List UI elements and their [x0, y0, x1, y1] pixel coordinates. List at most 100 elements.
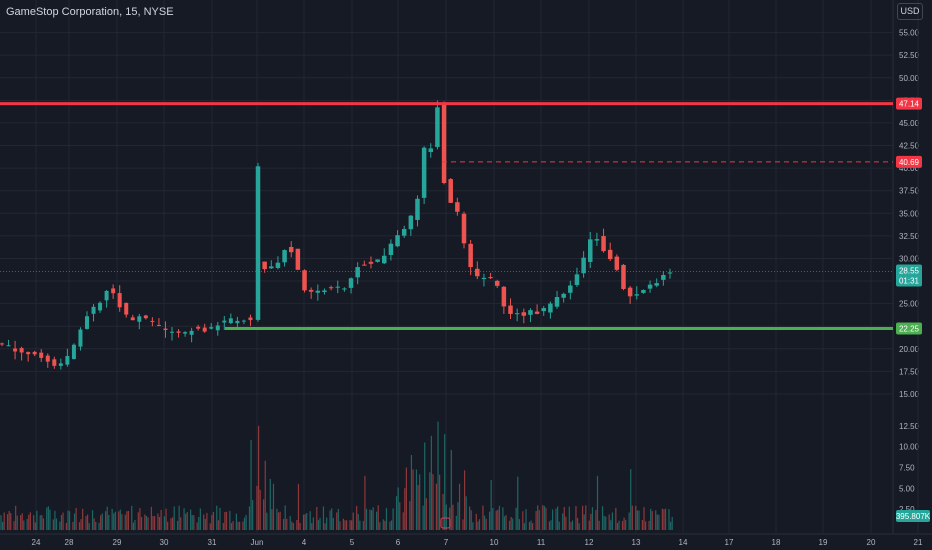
volume-bar — [590, 513, 592, 530]
volume-bar — [370, 510, 373, 530]
volume-bar — [322, 506, 325, 530]
volume-bar — [543, 505, 545, 530]
last-price-tag — [896, 264, 922, 287]
price-label-tag — [896, 155, 922, 168]
volume-bar — [337, 508, 339, 530]
volume-bar — [13, 521, 15, 530]
volume-bar — [615, 507, 617, 530]
volume-bar — [170, 518, 172, 530]
price-tick-label: 37.50 — [899, 187, 920, 196]
volume-bar — [6, 514, 9, 530]
volume-bar — [113, 513, 115, 530]
volume-bar — [324, 523, 326, 530]
volume-bar — [492, 508, 494, 530]
volume-bar — [562, 513, 564, 530]
time-tick-label: 10 — [490, 538, 499, 547]
volume-bar — [42, 518, 45, 530]
volume-bar — [518, 519, 520, 530]
volume-bar — [415, 469, 418, 530]
volume-bar — [502, 507, 504, 530]
volume-bar — [190, 509, 192, 530]
candle-body — [335, 286, 340, 288]
volume-bar — [191, 515, 193, 530]
volume-bar — [291, 521, 293, 530]
volume-bar — [225, 511, 228, 530]
volume-bar — [621, 521, 624, 530]
volume-bar — [583, 514, 585, 530]
candle-body — [189, 330, 194, 335]
volume-bar — [545, 507, 547, 530]
candle-body — [382, 255, 387, 264]
volume-bar — [272, 483, 275, 530]
volume-bar — [80, 519, 82, 530]
volume-bar — [410, 455, 413, 530]
symbol-legend[interactable]: GameStop Corporation, 15, NYSE — [6, 6, 174, 18]
volume-bar — [127, 510, 130, 530]
volume-bar — [185, 513, 187, 530]
volume-bar — [91, 510, 94, 530]
volume-bar — [167, 521, 169, 530]
candle-body — [581, 257, 586, 274]
volume-bar — [250, 440, 252, 530]
candle-body — [348, 278, 354, 288]
candle-body — [494, 280, 500, 286]
volume-bar — [124, 514, 126, 530]
candle-body — [150, 320, 155, 322]
candle-body — [375, 259, 380, 262]
candle-body — [541, 308, 546, 312]
volume-bar — [422, 505, 424, 530]
candle-body — [315, 290, 321, 293]
volume-bar — [377, 505, 379, 530]
price-tick-label: 25.00 — [899, 300, 920, 309]
volume-bar — [409, 501, 411, 530]
time-tick-label: 19 — [819, 538, 828, 547]
candle-body — [621, 264, 626, 289]
volume-bar — [180, 517, 182, 530]
volume-bar — [8, 511, 10, 530]
volume-bar — [650, 508, 652, 530]
volume-bar — [121, 514, 123, 530]
volume-bar — [535, 511, 537, 530]
candle-body — [421, 147, 427, 198]
candle-body — [104, 290, 109, 301]
volume-bar — [252, 500, 254, 530]
volume-bar — [147, 517, 149, 530]
candle-body — [455, 202, 460, 212]
currency-button[interactable]: USD — [897, 3, 923, 20]
volume-bar — [588, 520, 590, 530]
candle-body — [39, 352, 44, 358]
volume-bar — [452, 504, 454, 530]
earnings-marker-icon[interactable] — [440, 517, 451, 529]
volume-bar — [237, 521, 239, 530]
volume-bar — [33, 515, 35, 530]
volume-bar — [245, 514, 247, 530]
price-tick-label: 40.00 — [899, 164, 920, 173]
volume-bar — [630, 469, 632, 530]
volume-bar — [15, 505, 17, 530]
volume-bar — [203, 514, 205, 530]
candle-body — [601, 236, 606, 252]
volume-bar — [384, 520, 386, 530]
volume-bar — [528, 522, 531, 530]
candle-body — [32, 351, 37, 355]
candle-body — [481, 277, 487, 280]
volume-bar — [522, 511, 524, 530]
candle-body — [534, 311, 540, 314]
candle-body — [215, 325, 220, 331]
volume-bar — [178, 505, 180, 530]
candle-body — [355, 267, 360, 278]
time-tick-label: 24 — [32, 538, 41, 547]
volume-bar — [472, 522, 474, 530]
volume-bar — [478, 519, 481, 530]
volume-bar — [242, 521, 244, 530]
candle-body — [52, 359, 57, 366]
candle-body — [521, 312, 527, 316]
volume-bar — [309, 511, 311, 530]
volume-bar — [495, 510, 497, 530]
candle-body — [475, 268, 480, 277]
volume-bar — [256, 485, 258, 530]
candle-body — [222, 320, 227, 323]
volume-bar — [139, 508, 141, 530]
volume-bar — [39, 515, 41, 530]
